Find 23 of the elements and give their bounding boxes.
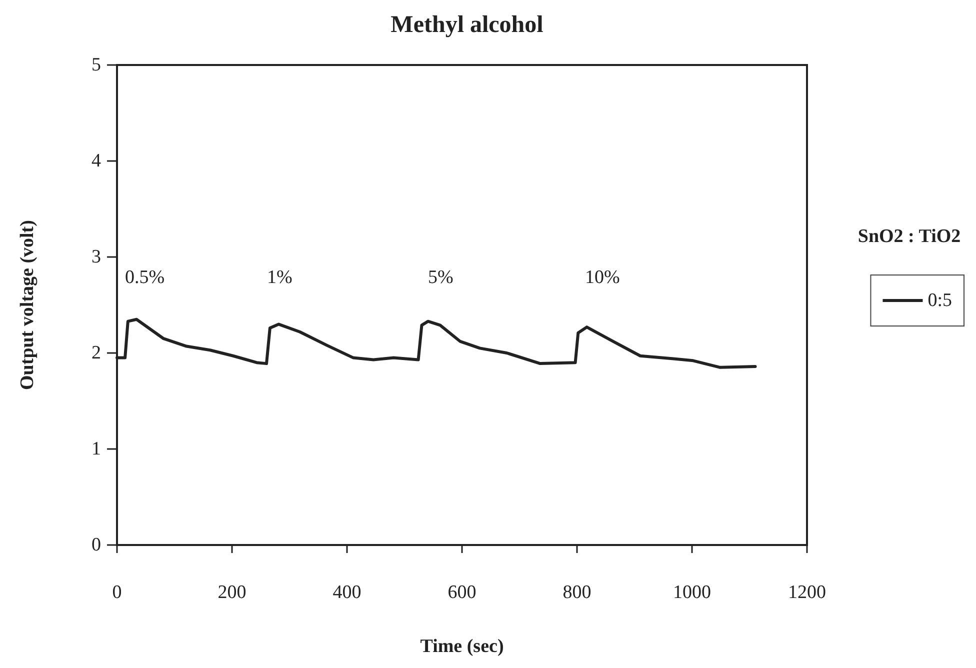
y-tick-label: 4 bbox=[92, 150, 102, 172]
x-tick-label: 200 bbox=[218, 582, 246, 603]
x-tick-label: 800 bbox=[562, 582, 592, 603]
chart-title: Methyl alcohol bbox=[390, 12, 544, 38]
annotation: 1% bbox=[267, 267, 292, 288]
y-tick-label: 0 bbox=[92, 534, 101, 556]
x-tick-label: 0 bbox=[112, 582, 122, 603]
legend-title: SnO2 : TiO2 bbox=[858, 226, 961, 247]
x-axis-title: Time (sec) bbox=[420, 636, 504, 657]
line-series bbox=[116, 318, 757, 369]
y-axis-title: Output voltage (volt) bbox=[17, 220, 38, 390]
annotation: 10% bbox=[585, 267, 620, 288]
x-tick-label: 1000 bbox=[673, 582, 711, 603]
x-tick-label: 600 bbox=[448, 582, 476, 603]
x-tick-label: 400 bbox=[332, 582, 362, 603]
y-tick-label: 1 bbox=[92, 438, 101, 460]
x-tick-label: 1200 bbox=[788, 582, 826, 603]
y-tick-label: 5 bbox=[92, 54, 101, 76]
annotation: 0.5% bbox=[125, 267, 165, 288]
legend-label: 0:5 bbox=[928, 290, 952, 311]
annotation: 5% bbox=[428, 267, 454, 288]
y-tick-label: 3 bbox=[92, 246, 101, 268]
y-tick-label: 2 bbox=[92, 342, 101, 364]
